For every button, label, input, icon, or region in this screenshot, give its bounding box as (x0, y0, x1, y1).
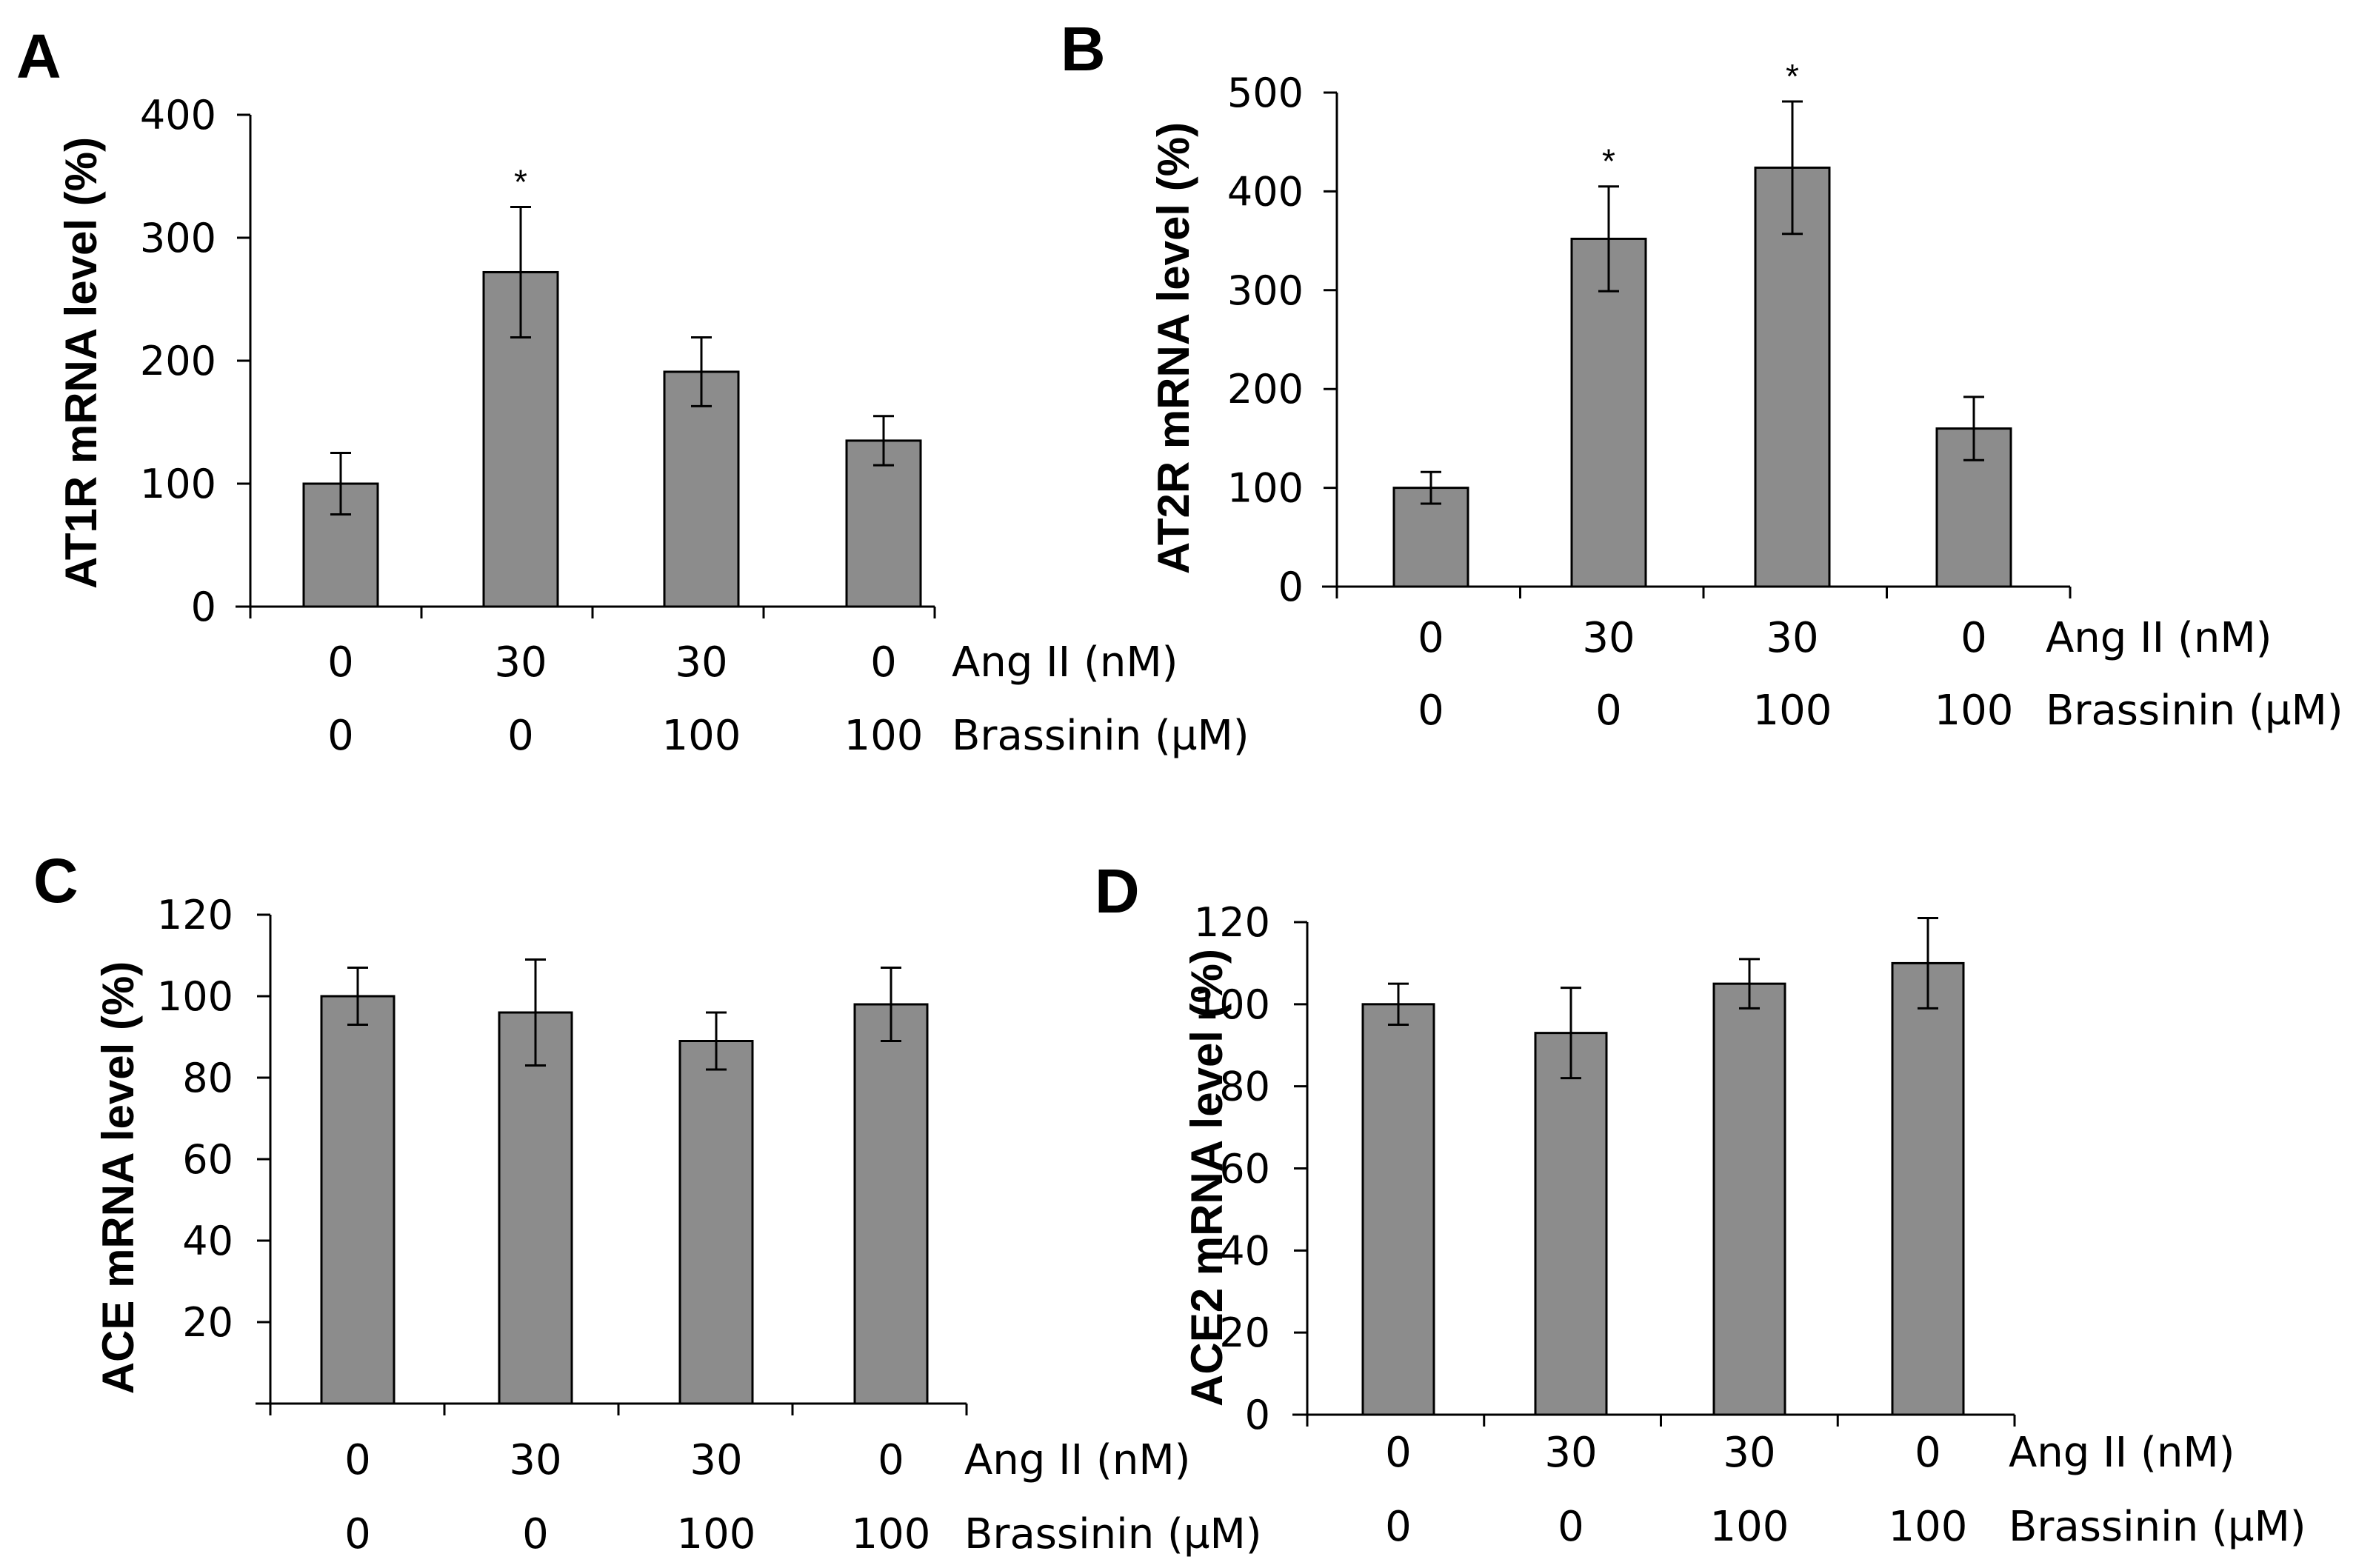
condition-value: 100 (844, 712, 924, 760)
condition-value: 100 (662, 712, 741, 760)
condition-value: 0 (1558, 1503, 1584, 1551)
bar (1361, 1003, 1435, 1416)
y-tick-label: 200 (1227, 366, 1304, 413)
y-tick-label: 0 (191, 584, 216, 630)
panel-letter: D (1095, 856, 1140, 926)
y-tick-label: 40 (1219, 1227, 1270, 1274)
panel-letter: A (16, 21, 61, 91)
condition-value: 100 (1889, 1503, 1968, 1551)
condition-value: 30 (509, 1436, 561, 1484)
condition-value: 0 (344, 1436, 371, 1484)
condition-value: 0 (1418, 687, 1444, 735)
y-tick-label: 0 (1245, 1392, 1270, 1438)
condition-row-label: Brassinin (µM) (952, 712, 1249, 760)
y-tick-label: 100 (157, 973, 233, 1020)
y-tick-label: 60 (182, 1136, 233, 1183)
bar (1712, 982, 1786, 1416)
y-tick-label: 120 (157, 892, 233, 938)
y-tick-label: 400 (140, 92, 216, 139)
y-tick-label: 60 (1219, 1146, 1270, 1192)
y-tick-label: 0 (1278, 564, 1304, 610)
y-tick-label: 80 (1219, 1064, 1270, 1110)
condition-value: 0 (1960, 614, 1987, 662)
condition-value: 30 (690, 1436, 742, 1484)
y-tick-label: 40 (182, 1218, 233, 1264)
condition-value: 0 (344, 1510, 371, 1558)
panel-d: D ACE2 mRNA level (%) 0 20 40 60 80 100 120 0 30 30… (1095, 856, 2306, 1551)
condition-row-label: Ang II (nM) (2046, 614, 2272, 662)
condition-row-label: Brassinin (µM) (2009, 1503, 2306, 1551)
condition-row-label: Brassinin (µM) (964, 1510, 1262, 1558)
y-axis-label: AT1R mRNA level (%) (56, 137, 106, 589)
y-tick-label: 300 (1227, 267, 1304, 314)
condition-value: 30 (1582, 614, 1635, 662)
condition-value: 100 (1753, 687, 1832, 735)
condition-value: 0 (1915, 1429, 1941, 1477)
bar (1534, 1032, 1608, 1416)
y-tick-label: 100 (1194, 981, 1270, 1028)
condition-value: 0 (1418, 614, 1444, 662)
condition-row-label: Ang II (nM) (952, 638, 1178, 687)
condition-value: 0 (327, 638, 354, 687)
condition-value: 100 (677, 1510, 756, 1558)
y-tick-label: 20 (182, 1299, 233, 1346)
significance-star: * (1602, 142, 1615, 181)
condition-value: 0 (870, 638, 897, 687)
y-tick-label: 200 (140, 338, 216, 384)
bar (678, 1040, 754, 1405)
condition-value: 100 (852, 1510, 931, 1558)
y-tick-label: 80 (182, 1055, 233, 1101)
condition-value: 100 (1710, 1503, 1789, 1551)
panel-c: C ACE mRNA level (%) 20 40 60 80 100 120 0 30 30 0 A… (33, 846, 1262, 1558)
y-axis-label: ACE mRNA level (%) (93, 961, 143, 1395)
condition-value: 30 (675, 638, 727, 687)
condition-value: 100 (1935, 687, 2014, 735)
condition-value: 0 (1385, 1503, 1412, 1551)
bar (320, 995, 396, 1405)
y-tick-label: 100 (1227, 465, 1304, 512)
bar (498, 1011, 573, 1405)
significance-star: * (514, 163, 527, 201)
condition-value: 30 (494, 638, 547, 687)
y-axis-label: AT2R mRNA level (%) (1149, 122, 1198, 574)
condition-value: 30 (1766, 614, 1818, 662)
condition-row-label: Ang II (nM) (964, 1436, 1190, 1484)
significance-star: * (1786, 57, 1799, 96)
condition-value: 0 (327, 712, 354, 760)
bar (1891, 961, 1965, 1416)
bar (1570, 237, 1647, 588)
condition-value: 0 (1385, 1429, 1412, 1477)
panel-letter: B (1061, 14, 1106, 84)
y-tick-label: 120 (1194, 899, 1270, 946)
bar (1754, 166, 1831, 588)
condition-row-label: Brassinin (µM) (2046, 687, 2343, 735)
y-tick-label: 500 (1227, 70, 1304, 116)
condition-value: 0 (522, 1510, 549, 1558)
condition-row-label: Ang II (nM) (2009, 1429, 2235, 1477)
condition-value: 0 (507, 712, 534, 760)
condition-value: 30 (1544, 1429, 1597, 1477)
condition-value: 0 (1595, 687, 1622, 735)
panel-letter: C (33, 846, 79, 915)
y-axis-label: ACE2 mRNA level (%) (1182, 949, 1232, 1407)
y-tick-label: 100 (140, 461, 216, 507)
condition-value: 30 (1723, 1429, 1775, 1477)
y-tick-label: 400 (1227, 168, 1304, 215)
bar (853, 1003, 929, 1405)
y-tick-label: 20 (1219, 1310, 1270, 1356)
y-tick-label: 300 (140, 215, 216, 261)
condition-value: 0 (878, 1436, 904, 1484)
